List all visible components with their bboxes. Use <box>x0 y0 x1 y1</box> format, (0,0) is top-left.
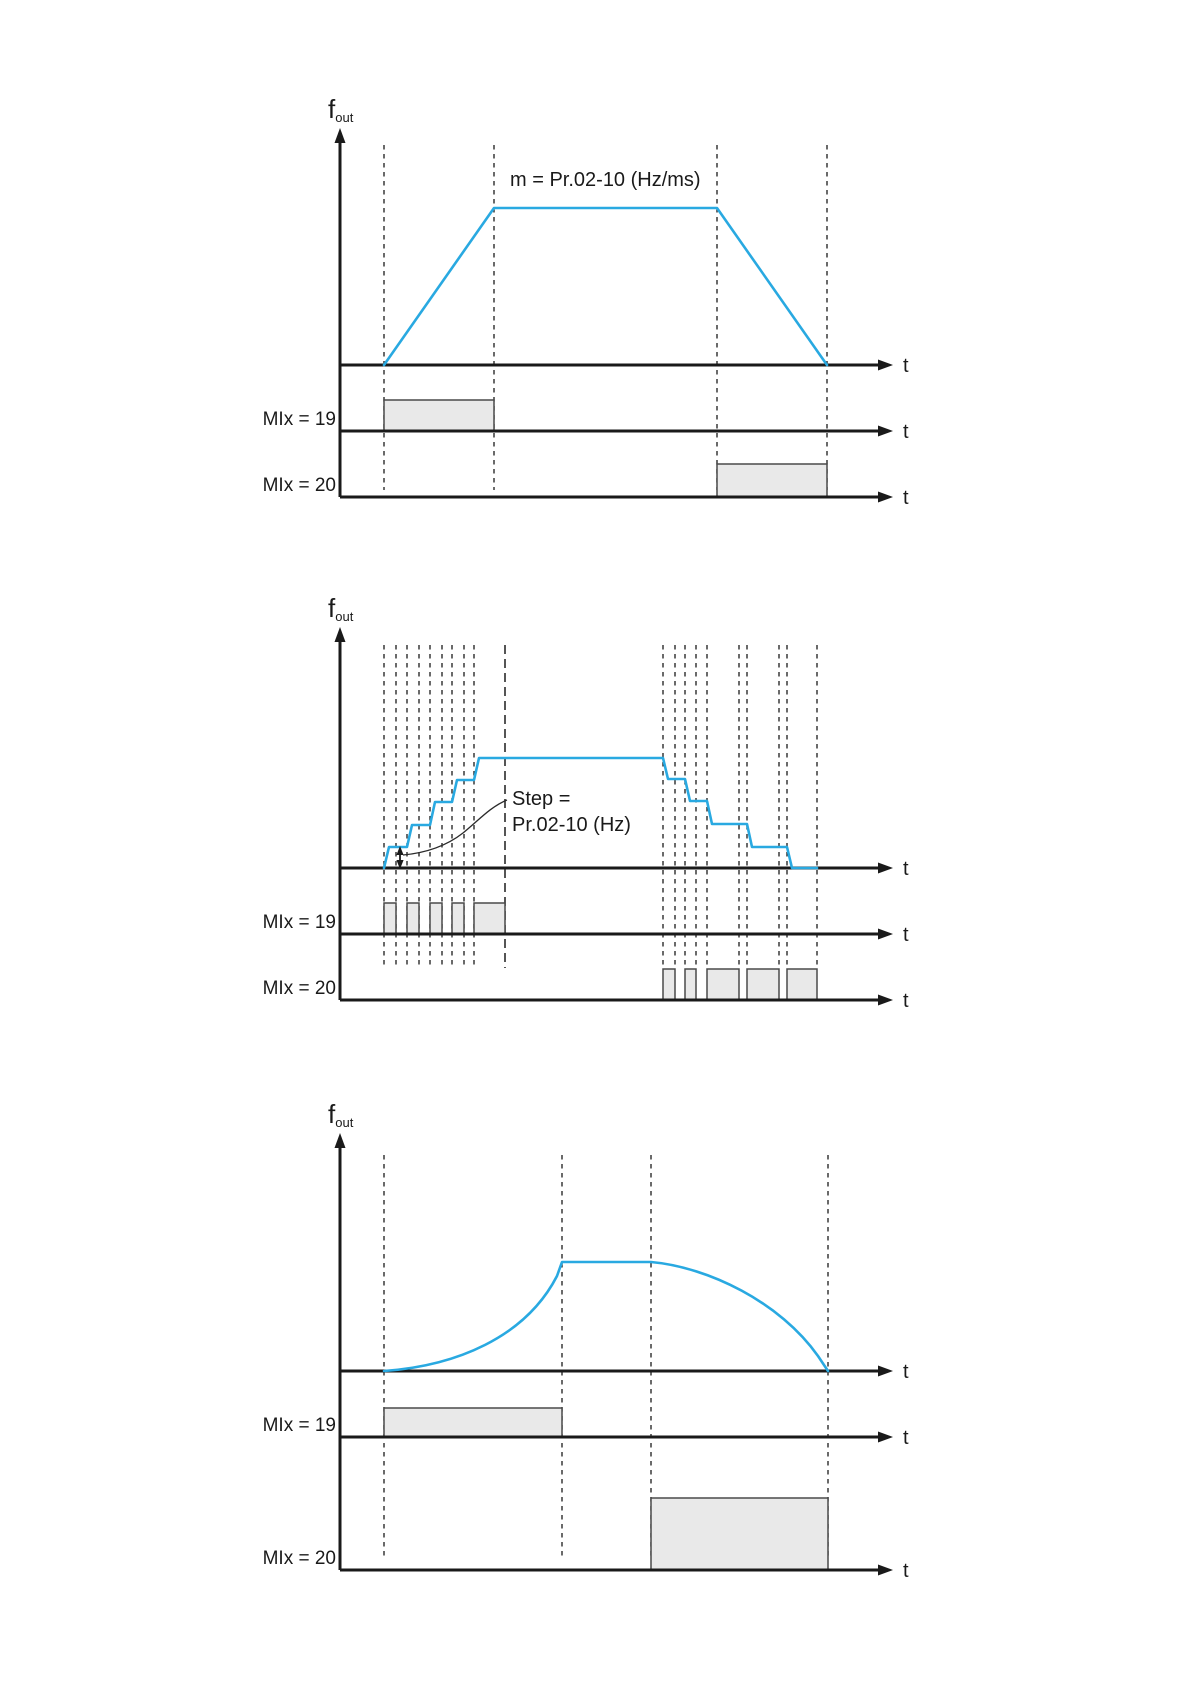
diagram-step-ramp: fout t t MIx = 19 t MIx = 20 Step = Pr.02-10 (H… <box>263 593 909 1012</box>
time-axis-label: t <box>903 421 909 443</box>
signal-pulse <box>383 399 495 432</box>
signal-pulse <box>473 902 506 935</box>
fout-time-axis-arrowhead <box>878 1365 893 1377</box>
mi19-time-axis-arrowhead <box>878 425 893 437</box>
step-height-arrowhead-up <box>396 846 404 855</box>
mi20-time-axis-arrowhead <box>878 1564 893 1576</box>
diagram-s-curve-ramp: fout t t MIx = 19 t MIx = 20 <box>263 1099 909 1582</box>
time-axis-label: t <box>903 487 909 509</box>
fout-label-main: f <box>328 593 336 623</box>
fout-label-sub: out <box>335 110 353 125</box>
annotation-leader-line <box>402 799 508 856</box>
mi20-row-label: MIx = 20 <box>263 1548 336 1569</box>
mi19-time-axis-arrowhead <box>878 1431 893 1443</box>
annotation-text: m = Pr.02-10 (Hz/ms) <box>510 169 701 191</box>
signal-pulse <box>451 902 465 935</box>
time-axis-label: t <box>903 990 909 1012</box>
time-axis-label: t <box>903 924 909 946</box>
mi20-time-axis-arrowhead <box>878 491 893 503</box>
fout-time-axis-arrowhead <box>878 862 893 874</box>
time-axis-label: t <box>903 1560 909 1582</box>
time-axis-label: t <box>903 355 909 377</box>
mi19-row-label: MIx = 19 <box>263 1415 336 1436</box>
output-frequency-curve <box>382 1260 830 1373</box>
signal-pulse <box>406 902 420 935</box>
signal-pulse <box>716 463 828 498</box>
fout-label-sub: out <box>335 609 353 624</box>
fout-label-main: f <box>328 94 336 124</box>
signal-pulse <box>746 968 780 1001</box>
fout-label-sub: out <box>335 1115 353 1130</box>
diagram-linear-ramp: fout t t MIx = 19 t MIx = 20 m = Pr.02-10 (Hz/… <box>263 94 909 509</box>
time-axis-label: t <box>903 1361 909 1383</box>
signal-pulse <box>429 902 443 935</box>
time-axis-label: t <box>903 858 909 880</box>
mi20-time-axis-arrowhead <box>878 994 893 1006</box>
fout-axis-label: fout <box>328 1099 354 1130</box>
fout-axis-arrowhead <box>334 128 346 143</box>
mi19-row-label: MIx = 19 <box>263 912 336 933</box>
fout-axis-label: fout <box>328 94 354 125</box>
signal-pulse <box>383 1407 563 1438</box>
fout-axis-arrowhead <box>334 627 346 642</box>
step-height-arrowhead-down <box>396 860 404 869</box>
fout-time-axis-arrowhead <box>878 359 893 371</box>
signal-pulse <box>383 902 397 935</box>
fout-axis-label: fout <box>328 593 354 624</box>
fout-axis-arrowhead <box>334 1133 346 1148</box>
signal-pulse <box>684 968 697 1001</box>
signal-pulse <box>662 968 676 1001</box>
mi20-row-label: MIx = 20 <box>263 475 336 496</box>
mi19-row-label: MIx = 19 <box>263 409 336 430</box>
annotation-text: Step = <box>512 788 570 810</box>
time-axis-label: t <box>903 1427 909 1449</box>
mi20-row-label: MIx = 20 <box>263 978 336 999</box>
mi19-time-axis-arrowhead <box>878 928 893 940</box>
signal-pulse <box>706 968 740 1001</box>
output-frequency-curve <box>382 756 819 870</box>
signal-pulse <box>786 968 818 1001</box>
fout-label-main: f <box>328 1099 336 1129</box>
signal-pulse <box>650 1497 829 1571</box>
annotation-text: Pr.02-10 (Hz) <box>512 814 631 836</box>
output-frequency-curve <box>382 206 829 367</box>
